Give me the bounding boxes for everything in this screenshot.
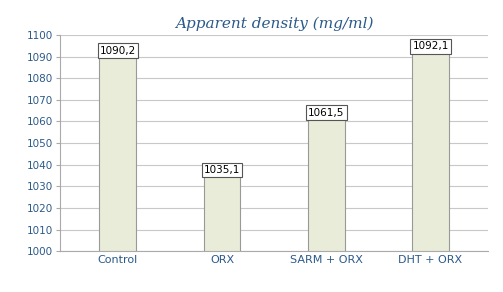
Text: 1035,1: 1035,1 [204, 165, 240, 175]
Text: 1092,1: 1092,1 [412, 41, 449, 51]
Bar [412, 52, 449, 251]
Bar [308, 118, 345, 251]
Bar [204, 175, 240, 251]
Bar [100, 56, 136, 251]
Text: 1061,5: 1061,5 [308, 107, 345, 118]
Text: 1090,2: 1090,2 [100, 46, 136, 55]
Title: Apparent density (mg/ml): Apparent density (mg/ml) [175, 17, 373, 31]
